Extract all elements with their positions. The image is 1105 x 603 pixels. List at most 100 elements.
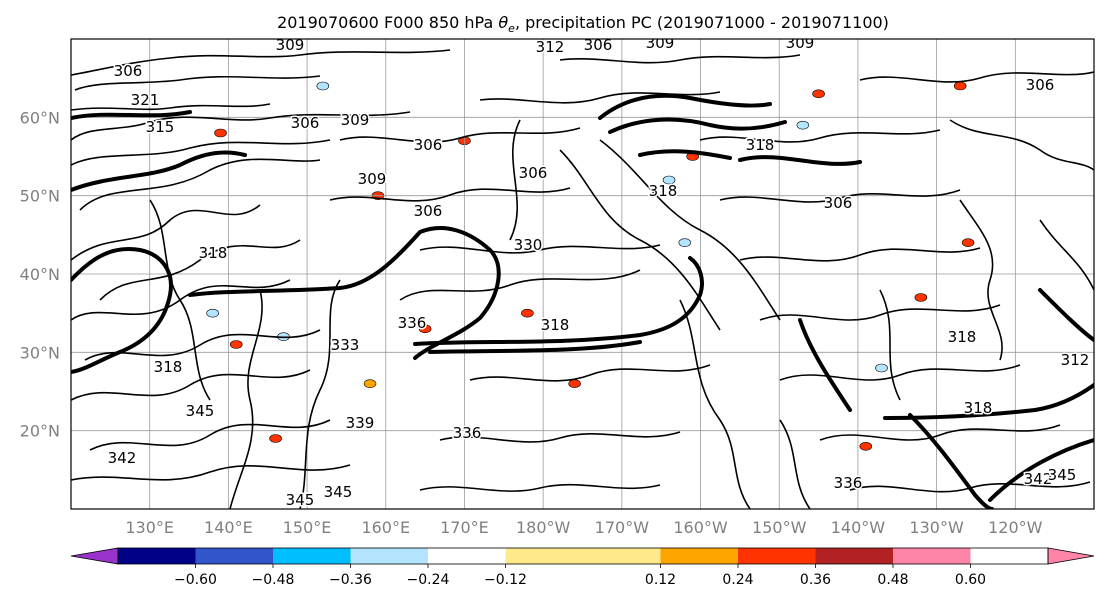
contour-label-18: 330 [514, 236, 543, 254]
colorbar-tick-label-6: 0.24 [722, 572, 753, 588]
colorbar-tick-label-3: −0.24 [407, 572, 450, 588]
theta-e-frontal-bands [71, 93, 1094, 509]
x-axis-tick-labels: 130°E 140°E 150°E 160°E 170°E 180°W 170°W 160°W… [125, 518, 1042, 537]
contour-label-20: 336 [398, 314, 427, 332]
colorbar-swatch-3 [350, 548, 428, 564]
precip-patch-3 [796, 120, 810, 130]
y-tick-label-1: 30°N [20, 343, 60, 362]
precip-patch-4 [662, 175, 676, 185]
contour-label-32: 318 [948, 328, 977, 346]
contour-label-29: 345 [324, 483, 353, 501]
contour-label-33: 336 [834, 474, 863, 492]
contour-label-7: 306 [291, 114, 320, 132]
y-axis-tick-labels: 20°N 30°N 40°N 50°N 60°N [20, 108, 60, 440]
contour-label-14: 306 [414, 202, 443, 220]
x-tick-label-1: 140°E [204, 518, 253, 537]
precip-patch-6 [678, 238, 692, 247]
colorbar-swatch-2 [273, 548, 351, 564]
colorbar-swatch-0 [118, 548, 196, 564]
x-tick-label-9: 140°W [831, 518, 886, 537]
contour-label-19: 306 [824, 194, 853, 212]
y-tick-label-4: 60°N [20, 108, 60, 127]
colorbar-swatch-5 [505, 548, 661, 564]
colorbar-swatch-6 [660, 548, 738, 564]
y-tick-label-2: 40°N [20, 265, 60, 284]
colorbar: −0.60 −0.48 −0.36 −0.24 −0.12 0.12 0.24 0.36 0.4… [70, 547, 1095, 588]
contour-label-9: 315 [146, 118, 175, 136]
precip-patch-17 [859, 442, 873, 451]
contour-label-1: 306 [114, 62, 143, 80]
contour-label-10: 306 [1026, 76, 1055, 94]
colorbar-tick-label-5: 0.12 [645, 572, 676, 588]
precip-patch-7 [214, 128, 227, 138]
theta-e-contours [71, 49, 1094, 509]
colorbar-tick-label-8: 0.48 [877, 572, 908, 588]
contour-label-27: 336 [453, 424, 482, 442]
colorbar-tick-label-1: −0.48 [252, 572, 295, 588]
contour-label-15: 318 [649, 182, 678, 200]
precip-patch-15 [812, 89, 825, 99]
colorbar-swatch-9 [893, 548, 971, 564]
colorbar-tick-label-4: −0.12 [484, 572, 527, 588]
contour-label-12: 309 [358, 170, 387, 188]
contour-label-28: 345 [286, 491, 315, 509]
colorbar-swatch-1 [195, 548, 273, 564]
contour-label-35: 345 [1048, 466, 1077, 484]
x-tick-label-0: 130°E [125, 518, 174, 537]
precip-patch-19 [961, 238, 975, 247]
x-tick-label-5: 180°W [516, 518, 571, 537]
contour-label-34: 342 [1024, 470, 1053, 488]
x-tick-label-8: 150°W [752, 518, 807, 537]
precip-patch-16 [914, 293, 928, 302]
precip-patch-2 [316, 81, 330, 91]
colorbar-frame [117, 547, 1049, 565]
colorbar-tick-label-2: −0.36 [329, 572, 372, 588]
x-tick-label-2: 150°E [283, 518, 332, 537]
precip-patch-18 [953, 81, 967, 91]
x-tick-label-7: 160°W [673, 518, 728, 537]
contour-label-5: 309 [786, 34, 815, 52]
contour-label-3: 306 [584, 36, 613, 54]
contour-label-22: 333 [331, 336, 360, 354]
precip-patch-9 [269, 434, 282, 443]
contour-label-2: 312 [536, 38, 565, 56]
map-frame [70, 38, 1095, 510]
precip-patch-11 [418, 324, 432, 334]
chart-title: 2019070600 F000 850 hPa θe, precipitatio… [277, 13, 889, 35]
graticule [71, 39, 1094, 509]
contour-label-30: 312 [1061, 351, 1090, 369]
precip-patch-0 [206, 308, 219, 318]
colorbar-tick-label-7: 0.36 [800, 572, 831, 588]
contour-label-0: 309 [276, 36, 305, 54]
contour-label-17: 318 [199, 244, 228, 262]
x-tick-label-11: 120°W [988, 518, 1043, 537]
contour-label-24: 345 [186, 402, 215, 420]
y-tick-label-0: 20°N [20, 422, 60, 441]
precip-patch-12 [521, 308, 534, 318]
contour-label-26: 339 [346, 414, 375, 432]
colorbar-extend-low [70, 547, 119, 565]
contour-label-8: 321 [131, 91, 160, 109]
contour-label-13: 318 [746, 136, 775, 154]
colorbar-swatch-7 [738, 548, 816, 564]
precip-patch-13 [568, 379, 581, 388]
colorbar-swatch-8 [815, 548, 893, 564]
contour-labels: 309 306 312 306 309 309 309 306 321 315 306 306 309 3… [106, 34, 1091, 509]
precip-patch-5 [875, 363, 888, 373]
contour-label-6: 309 [341, 111, 370, 129]
x-tick-label-4: 170°E [440, 518, 489, 537]
contour-label-16: 306 [519, 164, 548, 182]
colorbar-swatch-4 [428, 548, 506, 564]
x-tick-label-10: 130°W [909, 518, 964, 537]
colorbar-extend-high [1047, 547, 1095, 565]
precip-patch-8 [229, 340, 243, 349]
contour-label-11: 306 [414, 136, 443, 154]
contour-label-4: 309 [646, 34, 675, 52]
y-tick-label-3: 50°N [20, 187, 60, 206]
colorbar-tick-label-0: −0.60 [174, 572, 217, 588]
x-tick-label-6: 170°W [595, 518, 650, 537]
contour-label-21: 318 [541, 316, 570, 334]
precip-patch-20 [363, 379, 377, 388]
contour-label-23: 318 [154, 358, 183, 376]
